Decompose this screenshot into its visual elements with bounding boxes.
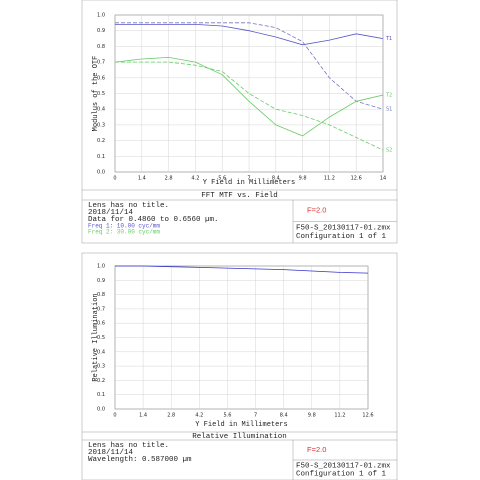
line-series (115, 265, 369, 274)
y-axis-label: Relative Illumination (92, 293, 100, 381)
file-name: F50-S_20130117-01.zmx (296, 463, 391, 471)
x-axis-label: Y Field in Millimeters (203, 179, 295, 187)
x-tick-label: 1.4 (138, 176, 146, 182)
x-tick-label: 14 (380, 176, 386, 182)
x-tick-label: 12.6 (362, 413, 373, 419)
f-number: F=2.0 (307, 206, 326, 215)
y-tick-label: 0.3 (97, 122, 105, 128)
freq-line: Freq 1: 10.00 cyc/mm (88, 223, 160, 230)
y-tick-label: 0.2 (97, 138, 105, 144)
y-tick-label: 0.1 (97, 154, 105, 160)
configuration: Configuration 1 of 1 (296, 471, 387, 479)
y-tick-label: 1.0 (97, 264, 105, 270)
y-tick-label: 1.0 (97, 13, 105, 19)
y-axis-label: Modulus of the OTF (92, 56, 100, 132)
series-label: S2 (386, 148, 392, 154)
info-line: Lens has no title. (88, 202, 169, 210)
line-series (114, 56, 384, 137)
freq-line: Freq 2: 30.00 cyc/mm (88, 229, 160, 236)
x-tick-label: 8.4 (280, 413, 288, 419)
x-tick-label: 9.8 (308, 413, 316, 419)
y-tick-label: 0.8 (97, 44, 105, 50)
line-series (115, 24, 384, 46)
x-tick-label: 0 (113, 413, 116, 419)
y-tick-label: 0.9 (97, 278, 105, 284)
x-tick-label: 12.6 (351, 176, 362, 182)
info-line: Lens has no title. (88, 442, 169, 450)
info-line: 2018/11/14 (88, 209, 134, 217)
file-name: F50-S_20130117-01.zmx (296, 225, 391, 233)
y-tick-label: 0.7 (97, 306, 105, 312)
y-tick-label: 0.7 (97, 60, 105, 66)
x-tick-label: 8.4 (272, 176, 280, 182)
x-tick-label: 4.2 (195, 413, 203, 419)
series-label: S1 (386, 107, 392, 113)
y-tick-label: 0.2 (97, 378, 105, 384)
panel-frame (81, 0, 398, 244)
y-tick-label: 0.1 (97, 392, 105, 398)
x-axis-label: Y Field in Millimeters (195, 421, 287, 429)
line-series (115, 22, 384, 110)
chart-title: Relative Illumination (192, 433, 287, 441)
x-tick-label: 1.4 (139, 413, 147, 419)
y-tick-label: 0.9 (97, 28, 105, 34)
x-tick-label: 9.8 (299, 176, 307, 182)
x-tick-label: 5.6 (218, 176, 226, 182)
y-tick-label: 0.6 (97, 75, 105, 81)
info-line: Wavelength: 0.587000 µm (88, 456, 192, 464)
x-tick-label: 2.8 (165, 176, 173, 182)
f-number: F=2.0 (307, 445, 326, 454)
y-tick-label: 0.0 (97, 407, 105, 413)
y-tick-label: 0.4 (97, 107, 105, 113)
x-tick-label: 11.2 (334, 413, 345, 419)
x-tick-label: 4.2 (191, 176, 199, 182)
y-tick-label: 0.8 (97, 292, 105, 298)
y-tick-label: 0.4 (97, 349, 105, 355)
info-line: 2018/11/14 (88, 449, 134, 457)
series-label: T1 (385, 36, 392, 42)
x-tick-label: 7 (254, 413, 257, 419)
y-tick-label: 0.5 (97, 91, 105, 97)
series-label: T2 (385, 93, 392, 99)
y-tick-label: 0.0 (97, 170, 105, 176)
y-tick-label: 0.3 (97, 364, 105, 370)
chart-title: FFT MTF vs. Field (201, 192, 278, 200)
y-tick-label: 0.5 (97, 335, 105, 341)
x-tick-label: 5.6 (223, 413, 231, 419)
configuration: Configuration 1 of 1 (296, 233, 387, 241)
x-tick-label: 2.8 (167, 413, 175, 419)
line-series (115, 61, 384, 151)
y-tick-label: 0.6 (97, 321, 105, 327)
x-tick-label: 11.2 (324, 176, 335, 182)
info-line: Data for 0.4860 to 0.6560 µm. (88, 216, 219, 224)
panel-frame (81, 252, 398, 480)
x-tick-label: 7 (247, 176, 250, 182)
x-tick-label: 0 (113, 176, 116, 182)
